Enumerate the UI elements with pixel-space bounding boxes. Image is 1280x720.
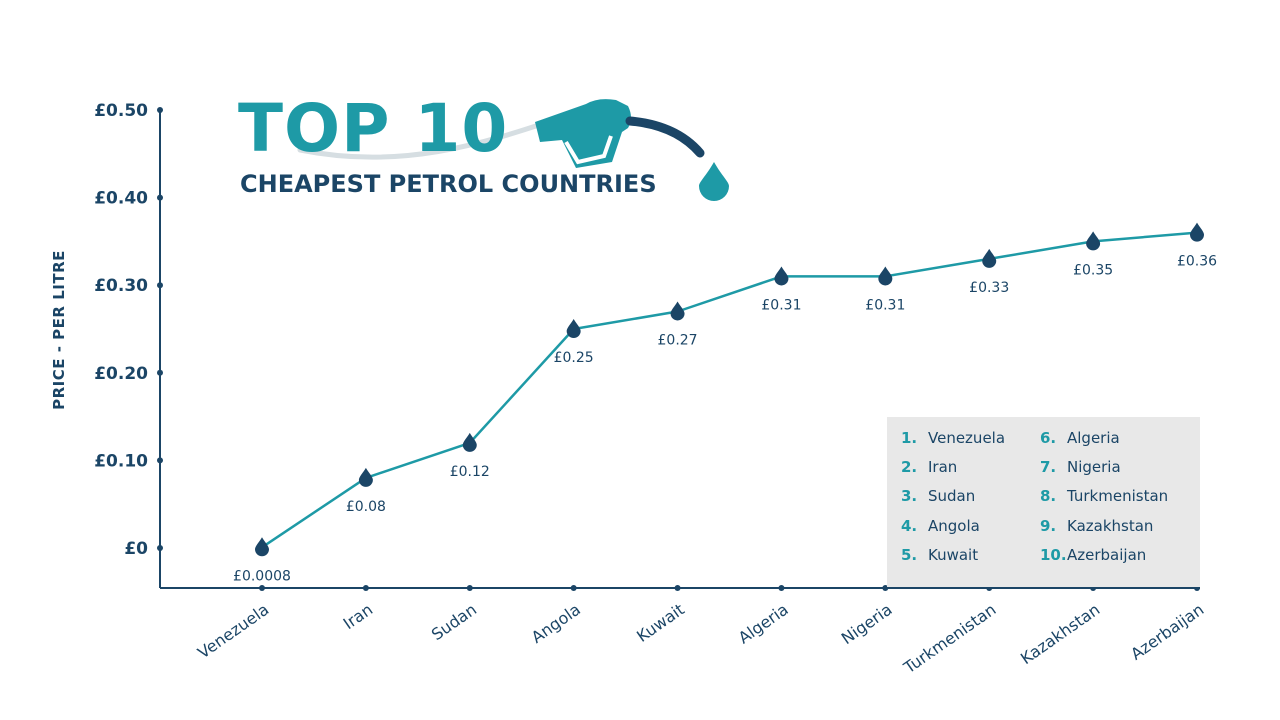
legend-country: Turkmenistan	[1067, 487, 1169, 505]
legend-country: Sudan	[928, 487, 976, 505]
legend-item: 5. Kuwait	[901, 546, 978, 564]
legend-country: Angola	[928, 517, 980, 535]
y-tick	[157, 545, 163, 551]
legend-item: 7. Nigeria	[1040, 458, 1121, 476]
y-tick	[157, 107, 163, 113]
data-point-drop	[670, 301, 685, 321]
x-tick	[778, 585, 785, 591]
data-label: £0.33	[969, 280, 1009, 296]
x-tick	[674, 585, 681, 591]
x-tick-label: Kazakhstan	[1017, 600, 1103, 668]
y-tick-label: £0	[124, 539, 148, 559]
x-tick-label: Sudan	[428, 600, 480, 644]
x-tick	[362, 585, 369, 591]
y-tick	[157, 282, 163, 289]
legend-rank: 1.	[901, 429, 918, 447]
legend-item: 2. Iran	[901, 458, 957, 476]
legend-item: 8. Turkmenistan	[1040, 487, 1168, 505]
ranking-legend: 1. Venezuela 2. Iran 3. Sudan 4. Angola 5. Ku…	[887, 417, 1200, 587]
legend-country: Kuwait	[928, 546, 979, 564]
x-tick-label: Turkmenistan	[899, 600, 999, 678]
data-label: £0.08	[346, 499, 386, 515]
data-label: £0.36	[1177, 254, 1217, 270]
y-tick-label: £0.50	[94, 101, 148, 121]
data-point-drop	[1190, 222, 1204, 242]
fuel-drop-icon	[699, 162, 729, 201]
x-tick	[570, 585, 577, 591]
legend-rank: 4.	[901, 517, 918, 535]
legend-item: 4. Angola	[901, 517, 980, 535]
x-tick-label: Venezuela	[194, 600, 272, 663]
x-tick-label: Iran	[340, 600, 376, 633]
data-point-drop	[566, 319, 581, 339]
legend-rank: 6.	[1040, 429, 1057, 447]
data-point-drop	[774, 266, 789, 286]
legend-item: 1. Venezuela	[901, 429, 1005, 447]
x-tick	[259, 585, 265, 591]
legend-item: 10.Azerbaijan	[1040, 546, 1146, 564]
data-point-drop	[462, 432, 477, 452]
legend-country: Algeria	[1067, 429, 1120, 447]
data-label: £0.12	[450, 464, 490, 480]
data-point-drop	[255, 537, 269, 557]
legend-rank: 10.	[1040, 546, 1067, 564]
y-axis-title: PRICE - PER LITRE	[50, 250, 68, 410]
data-point-drop	[358, 467, 373, 487]
data-label: £0.35	[1073, 262, 1113, 278]
fuel-hose	[297, 115, 563, 160]
x-tick	[882, 585, 889, 591]
y-tick	[157, 369, 163, 376]
x-tick-label: Algeria	[735, 600, 792, 648]
y-tick	[157, 457, 163, 464]
data-label: £0.25	[554, 350, 594, 366]
data-point-drop	[878, 266, 893, 286]
series-line	[261, 231, 1198, 549]
x-tick-label: Nigeria	[838, 600, 896, 648]
x-tick	[466, 585, 473, 591]
x-tick-label: Azerbaijan	[1127, 600, 1207, 664]
legend-rank: 3.	[901, 487, 918, 505]
legend-rank: 7.	[1040, 458, 1057, 476]
y-tick	[157, 194, 163, 201]
legend-rank: 5.	[901, 546, 918, 564]
y-tick-label: £0.10	[94, 451, 148, 471]
legend-rank: 2.	[901, 458, 918, 476]
x-tick-label: Kuwait	[633, 600, 688, 646]
legend-rank: 9.	[1040, 517, 1057, 535]
legend-item: 6. Algeria	[1040, 429, 1120, 447]
legend-country: Azerbaijan	[1067, 546, 1147, 564]
data-label: £0.27	[658, 332, 698, 348]
title-subtitle: CHEAPEST PETROL COUNTRIES	[240, 170, 657, 198]
data-label: £0.0008	[233, 568, 291, 584]
y-tick-label: £0.40	[94, 189, 148, 209]
legend-item: 3. Sudan	[901, 487, 975, 505]
data-label: £0.31	[865, 297, 905, 313]
data-point-drop	[1086, 231, 1101, 251]
legend-item: 9. Kazakhstan	[1040, 517, 1153, 535]
x-tick-label: Angola	[528, 600, 584, 647]
legend-country: Nigeria	[1067, 458, 1121, 476]
data-point-drop	[982, 248, 997, 268]
y-tick-label: £0.20	[94, 364, 148, 384]
legend-country: Venezuela	[928, 429, 1006, 447]
title-main: TOP 10	[238, 90, 509, 167]
data-label: £0.31	[761, 297, 801, 313]
legend-country: Iran	[928, 458, 958, 476]
legend-rank: 8.	[1040, 487, 1057, 505]
legend-country: Kazakhstan	[1067, 517, 1154, 535]
y-tick-label: £0.30	[94, 276, 148, 296]
fuel-nozzle-icon	[535, 99, 705, 168]
